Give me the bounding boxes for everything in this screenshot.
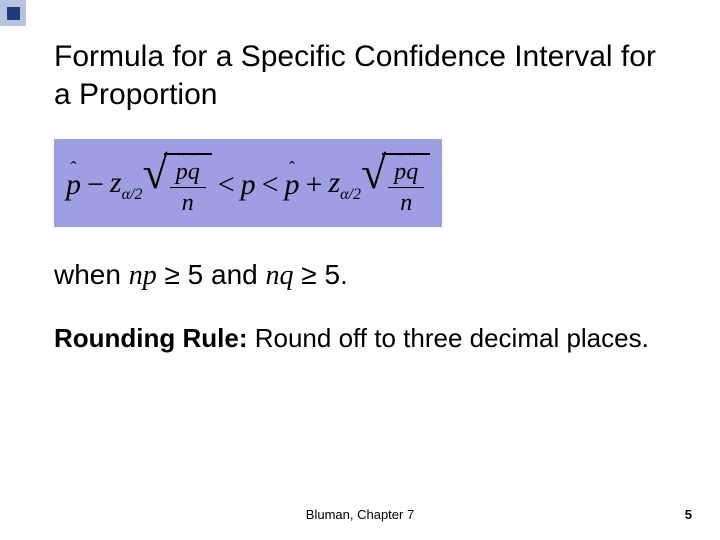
lt-op-2: < bbox=[262, 168, 279, 202]
footer-citation: Bluman, Chapter 7 bbox=[0, 507, 720, 522]
minus-op: − bbox=[87, 168, 104, 202]
slide-body: Formula for a Specific Confidence Interv… bbox=[0, 0, 720, 356]
lt-op-1: < bbox=[218, 168, 235, 202]
z-alpha: zα/2 bbox=[110, 166, 143, 204]
p-hat: ˆ p bbox=[66, 168, 81, 202]
sqrt-term-right: √ ˆpˆq n bbox=[361, 153, 430, 217]
rounding-rule: Rounding Rule: Round off to three decima… bbox=[54, 322, 666, 356]
page-title: Formula for a Specific Confidence Interv… bbox=[54, 38, 666, 113]
corner-accent bbox=[0, 0, 28, 26]
fraction-pq-n: ˆpˆq n bbox=[170, 159, 206, 217]
p-hat-2: ˆ p bbox=[285, 168, 300, 202]
z-alpha-2: zα/2 bbox=[328, 166, 361, 204]
sqrt-term-left: √ ˆpˆq n bbox=[142, 153, 211, 217]
accent-squares-icon bbox=[0, 0, 28, 28]
p-param: p bbox=[241, 168, 256, 202]
plus-op: + bbox=[306, 168, 323, 202]
formula-box: ˆ p − zα/2 √ ˆpˆq n < bbox=[54, 139, 442, 227]
page-number: 5 bbox=[685, 507, 692, 522]
confidence-interval-formula: ˆ p − zα/2 √ ˆpˆq n < bbox=[66, 153, 430, 217]
fraction-pq-n-2: ˆpˆq n bbox=[388, 159, 424, 217]
condition-text: when np ≥ 5 and nq ≥ 5. bbox=[54, 259, 666, 292]
